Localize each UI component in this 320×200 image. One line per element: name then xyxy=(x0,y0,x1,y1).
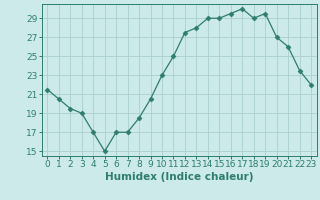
X-axis label: Humidex (Indice chaleur): Humidex (Indice chaleur) xyxy=(105,172,253,182)
